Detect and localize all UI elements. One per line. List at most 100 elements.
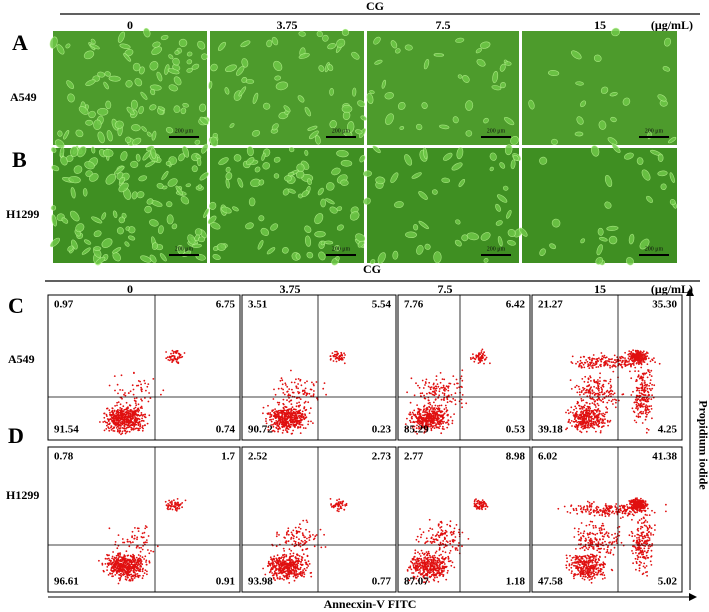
event-dot bbox=[300, 422, 302, 424]
event-dot bbox=[149, 562, 151, 564]
concentration-label: 3.75 bbox=[280, 282, 301, 296]
event-dot bbox=[599, 392, 601, 394]
event-dot bbox=[167, 503, 169, 505]
event-dot bbox=[278, 428, 280, 430]
event-dot bbox=[282, 423, 284, 425]
event-dot bbox=[122, 564, 124, 566]
event-dot bbox=[577, 401, 579, 403]
event-dot bbox=[267, 413, 269, 415]
event-dot bbox=[132, 384, 134, 386]
event-dot bbox=[175, 505, 177, 507]
event-dot bbox=[417, 408, 419, 410]
event-dot bbox=[112, 412, 114, 414]
scale-bar-label: 200 μm bbox=[332, 128, 351, 134]
event-dot bbox=[120, 569, 122, 571]
event-dot bbox=[607, 425, 609, 427]
event-dot bbox=[114, 390, 116, 392]
event-dot bbox=[575, 363, 577, 365]
event-dot bbox=[130, 570, 132, 572]
event-dot bbox=[653, 384, 655, 386]
event-dot bbox=[121, 408, 123, 410]
event-dot bbox=[483, 363, 485, 365]
event-dot bbox=[646, 385, 648, 387]
event-dot bbox=[659, 363, 661, 365]
event-dot bbox=[304, 392, 306, 394]
event-dot bbox=[313, 383, 315, 385]
event-dot bbox=[282, 562, 284, 564]
event-dot bbox=[447, 390, 449, 392]
event-dot bbox=[585, 402, 587, 404]
panel-letter: B bbox=[12, 147, 27, 172]
event-dot bbox=[134, 422, 136, 424]
event-dot bbox=[602, 384, 604, 386]
concentration-label: 3.75 bbox=[277, 18, 298, 32]
event-dot bbox=[583, 412, 585, 414]
event-dot bbox=[124, 562, 126, 564]
event-dot bbox=[447, 401, 449, 403]
event-dot bbox=[134, 577, 136, 579]
event-dot bbox=[278, 410, 280, 412]
event-dot bbox=[428, 412, 430, 414]
event-dot bbox=[584, 392, 586, 394]
event-dot bbox=[116, 547, 118, 549]
event-dot bbox=[630, 377, 632, 379]
event-dot bbox=[298, 538, 300, 540]
event-dot bbox=[288, 540, 290, 542]
event-dot bbox=[130, 411, 132, 413]
event-dot bbox=[306, 520, 308, 522]
event-dot bbox=[482, 357, 484, 359]
event-dot bbox=[293, 553, 295, 555]
event-dot bbox=[602, 426, 604, 428]
event-dot bbox=[645, 407, 647, 409]
event-dot bbox=[646, 414, 648, 416]
event-dot bbox=[105, 563, 107, 565]
event-dot bbox=[286, 559, 288, 561]
event-dot bbox=[599, 412, 601, 414]
event-dot bbox=[291, 433, 293, 435]
event-dot bbox=[428, 399, 430, 401]
event-dot bbox=[601, 422, 603, 424]
event-dot bbox=[123, 409, 125, 411]
event-dot bbox=[592, 421, 594, 423]
event-dot bbox=[282, 410, 284, 412]
event-dot bbox=[122, 574, 124, 576]
event-dot bbox=[274, 431, 276, 433]
event-dot bbox=[595, 422, 597, 424]
event-dot bbox=[173, 360, 175, 362]
event-dot bbox=[301, 384, 303, 386]
cell bbox=[465, 100, 473, 110]
event-dot bbox=[268, 562, 270, 564]
event-dot bbox=[650, 370, 652, 372]
event-dot bbox=[144, 572, 146, 574]
event-dot bbox=[593, 424, 595, 426]
event-dot bbox=[588, 391, 590, 393]
event-dot bbox=[121, 557, 123, 559]
event-dot bbox=[111, 429, 113, 431]
event-dot bbox=[120, 403, 122, 405]
event-dot bbox=[612, 394, 614, 396]
event-dot bbox=[588, 367, 590, 369]
event-dot bbox=[127, 574, 129, 576]
event-dot bbox=[300, 398, 302, 400]
event-dot bbox=[421, 421, 423, 423]
event-dot bbox=[132, 531, 134, 533]
event-dot bbox=[144, 414, 146, 416]
event-dot bbox=[284, 394, 286, 396]
event-dot bbox=[298, 405, 300, 407]
event-dot bbox=[114, 574, 116, 576]
event-dot bbox=[299, 523, 301, 525]
event-dot bbox=[134, 400, 136, 402]
event-dot bbox=[148, 560, 150, 562]
event-dot bbox=[296, 387, 298, 389]
event-dot bbox=[406, 391, 408, 393]
event-dot bbox=[283, 407, 285, 409]
event-dot bbox=[279, 569, 281, 571]
event-dot bbox=[132, 428, 134, 430]
event-dot bbox=[274, 566, 276, 568]
event-dot bbox=[145, 569, 147, 571]
event-dot bbox=[292, 425, 294, 427]
event-dot bbox=[287, 527, 289, 529]
event-dot bbox=[129, 404, 131, 406]
quadrant-lr: 0.91 bbox=[216, 576, 235, 588]
event-dot bbox=[478, 362, 480, 364]
